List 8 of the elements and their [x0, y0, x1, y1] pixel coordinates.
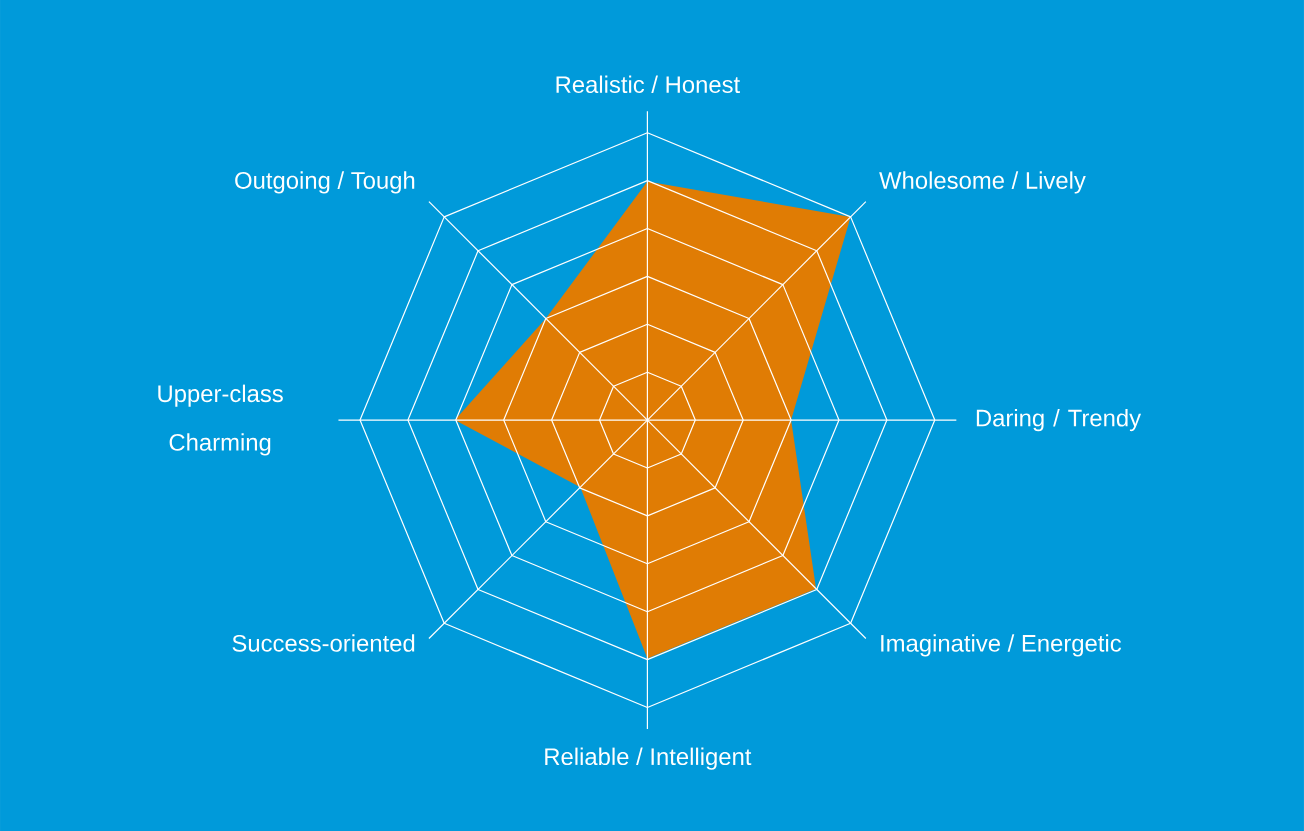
spoke-label: Success-oriented — [232, 634, 415, 652]
spoke-label: Wholesome / Lively — [879, 171, 1086, 194]
spoke-label: Daring / Trendy — [976, 408, 1142, 432]
spoke-label: Reliable / Intelligent — [545, 747, 752, 770]
spoke-label: Upper-class Charming — [158, 384, 283, 456]
spoke-label: Realistic / Honest — [556, 75, 740, 93]
spoke-label: Imaginative / Energetic — [881, 634, 1122, 657]
spoke-label: Outgoing / Tough — [235, 171, 415, 194]
